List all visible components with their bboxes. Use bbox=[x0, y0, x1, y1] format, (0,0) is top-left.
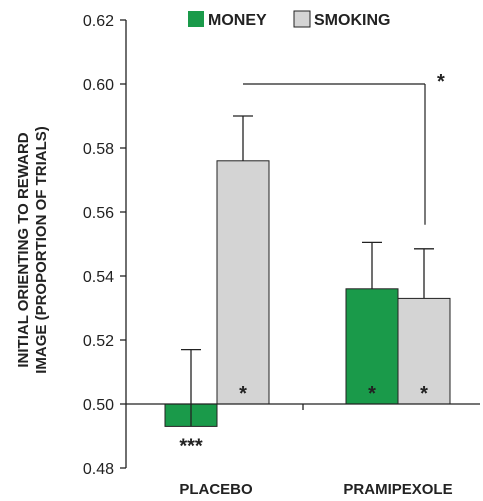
y-tick-label: 0.62 bbox=[83, 13, 114, 30]
x-category-label: PRAMIPEXOLE bbox=[343, 481, 452, 498]
legend: MONEY SMOKING bbox=[188, 10, 390, 29]
y-tick-label: 0.54 bbox=[83, 269, 114, 286]
legend-label-money: MONEY bbox=[208, 12, 267, 29]
bracket-significance: * bbox=[437, 71, 445, 93]
legend-swatch-money bbox=[188, 11, 204, 27]
y-tick-label: 0.52 bbox=[83, 333, 114, 350]
significance-marker: * bbox=[239, 383, 247, 405]
significance-marker: * bbox=[368, 383, 376, 405]
y-tick-label: 0.60 bbox=[83, 77, 114, 94]
x-category-label: PLACEBO bbox=[179, 481, 253, 498]
y-tick-label: 0.50 bbox=[83, 397, 114, 414]
bars: **** * * bbox=[164, 115, 451, 457]
significance-marker: * bbox=[420, 383, 428, 405]
y-axis: 0.48 0.50 0.52 0.54 0.56 0.58 0.60 0.62 bbox=[83, 13, 127, 478]
y-tick-label: 0.48 bbox=[83, 461, 114, 478]
y-axis-label-line-2: IMAGE (PROPORTION OF TRIALS) bbox=[33, 126, 50, 374]
x-axis: PLACEBO PRAMIPEXOLE bbox=[126, 403, 480, 498]
y-tick-label: 0.58 bbox=[83, 141, 114, 158]
y-tick-label: 0.56 bbox=[83, 205, 114, 222]
significance-marker: *** bbox=[179, 435, 203, 457]
y-axis-label: INITIAL ORIENTING TO REWARD IMAGE (PROPO… bbox=[15, 126, 50, 374]
y-axis-label-line-1: INITIAL ORIENTING TO REWARD bbox=[15, 132, 32, 367]
bar bbox=[216, 160, 270, 405]
legend-label-smoking: SMOKING bbox=[314, 12, 390, 29]
legend-swatch-smoking bbox=[293, 10, 311, 28]
comparison-bracket: * bbox=[243, 71, 445, 225]
